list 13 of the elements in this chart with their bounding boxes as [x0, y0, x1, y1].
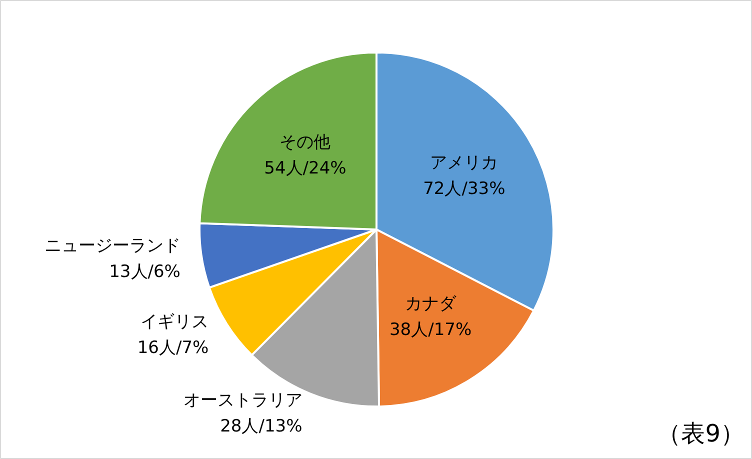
data-label: 54人/24%	[264, 158, 346, 179]
data-label: 38人/17%	[389, 320, 472, 340]
slice-label: その他	[280, 132, 331, 153]
slice-label: アメリカ	[430, 153, 498, 174]
data-label: 16人/7%	[137, 338, 209, 358]
data-label: 28人/13%	[220, 416, 302, 436]
slice-label: イギリス	[140, 312, 209, 332]
slice-label: オーストラリア	[183, 390, 302, 410]
text: （表9）	[657, 420, 745, 448]
slice-label: ニュージーランド	[44, 236, 180, 256]
data-label: 13人/6%	[109, 262, 180, 282]
data-label: 72人/33%	[423, 179, 506, 200]
slice-label: カナダ	[405, 294, 458, 314]
